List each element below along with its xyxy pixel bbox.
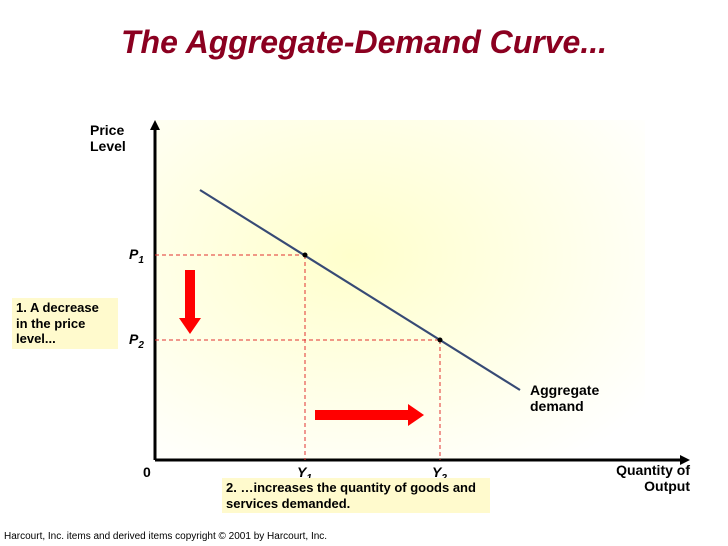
copyright-text: Harcourt, Inc. items and derived items c…	[4, 531, 327, 542]
origin-label: 0	[143, 464, 151, 480]
x-axis-label: Quantity ofOutput	[570, 462, 690, 494]
p1-label: P1	[129, 246, 144, 266]
curve-label: Aggregatedemand	[530, 382, 599, 414]
p2-label: P2	[129, 331, 144, 351]
page-title: The Aggregate-Demand Curve...	[0, 24, 728, 61]
aggregate-demand-chart	[130, 120, 690, 500]
note-1: 1. A decrease in the price level...	[12, 298, 118, 349]
note-2: 2. …increases the quantity of goods and …	[222, 478, 490, 513]
y-axis-label: PriceLevel	[90, 122, 126, 154]
chart-svg	[130, 120, 690, 500]
